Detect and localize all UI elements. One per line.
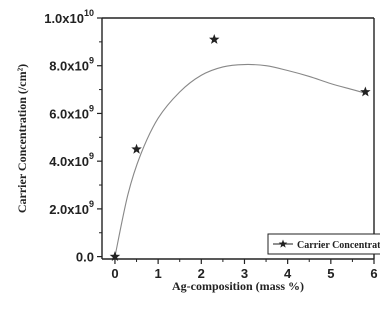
- data-point-star: [131, 143, 142, 154]
- x-tick-label: 6: [370, 266, 377, 281]
- y-tick-label: 6.0x109: [49, 103, 94, 121]
- data-points: [109, 33, 371, 262]
- x-tick-label: 5: [327, 266, 334, 281]
- data-point-star: [360, 86, 371, 97]
- fit-curve: [114, 63, 366, 257]
- x-tick-label: 3: [241, 266, 248, 281]
- data-point-star: [109, 251, 121, 262]
- y-tick-label: 1.0x1010: [44, 8, 94, 26]
- data-point-star: [209, 33, 220, 44]
- x-tick-label: 2: [198, 266, 205, 281]
- legend-box: [267, 233, 380, 255]
- y-tick-label: 8.0x109: [49, 56, 94, 74]
- legend: Carrier Concentration (/cm²): [267, 233, 380, 255]
- axes: 0 1 2 3 4 5 6 0.0 2.0x109 4.0x109 6.0x109 8.0x10…: [44, 8, 377, 281]
- legend-star-icon: [278, 239, 288, 248]
- fit-curve-layer: [114, 63, 366, 257]
- y-tick-label: 0.0: [76, 250, 94, 265]
- x-tick-label: 0: [111, 266, 118, 281]
- legend-label: Carrier Concentration (/cm²): [297, 240, 380, 251]
- x-tick-label: 4: [284, 266, 292, 281]
- x-tick-label: 1: [155, 266, 162, 281]
- x-axis-title: Ag-composition (mass %): [172, 279, 304, 293]
- y-tick-label: 2.0x109: [49, 199, 94, 217]
- y-axis-title: Carrier Concentration (/cm²): [15, 64, 29, 213]
- y-tick-label: 4.0x109: [49, 151, 94, 169]
